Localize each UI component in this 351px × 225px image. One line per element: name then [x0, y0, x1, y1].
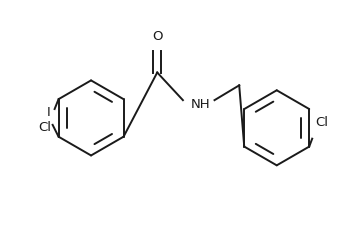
- Text: Cl: Cl: [315, 116, 328, 129]
- Text: I: I: [47, 106, 51, 119]
- Text: NH: NH: [191, 98, 211, 111]
- Text: O: O: [152, 30, 163, 43]
- Text: Cl: Cl: [38, 121, 51, 134]
